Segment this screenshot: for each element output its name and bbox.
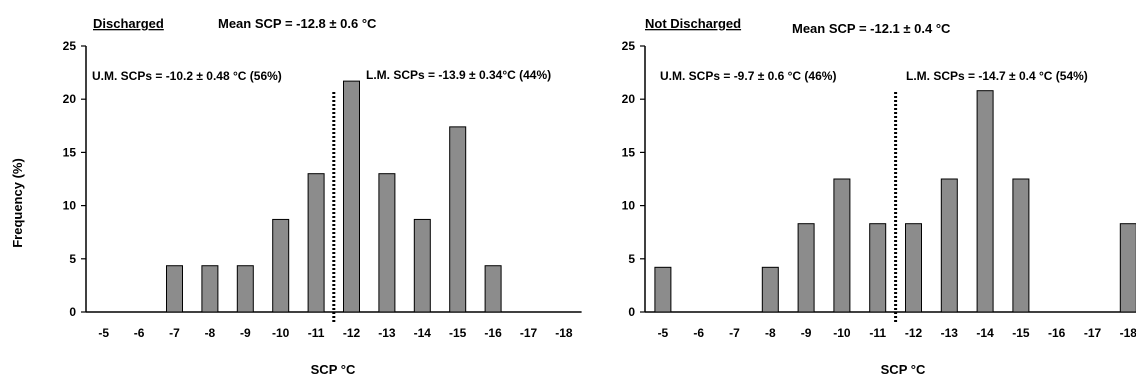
bar: [940, 178, 958, 313]
lm-scp-label: L.M. SCPs = -13.9 ± 0.34°C (44%): [366, 68, 551, 82]
plot-area: 0 5 10 15 20 25 -5 -6 -7 -8 -9 -10 -11 -12 -13 -14 -15 -1…: [622, 39, 1136, 340]
bar: [272, 218, 290, 313]
mean-scp-label: Mean SCP = -12.8 ± 0.6 °C: [218, 16, 377, 31]
bar: [343, 80, 360, 313]
x-tick-label: -10: [272, 326, 290, 340]
lm-scp-label: L.M. SCPs = -14.7 ± 0.4 °C (54%): [906, 69, 1088, 83]
x-tick-label: -11: [308, 326, 325, 340]
y-tick-label: 10: [63, 199, 77, 213]
bar: [378, 173, 396, 313]
y-tick-label: 5: [69, 252, 76, 266]
chart-panel-discharged: Discharged Mean SCP = -12.8 ± 0.6 °C U.M…: [63, 16, 582, 377]
y-tick-label: 15: [63, 145, 77, 159]
y-tick-label: 15: [622, 145, 636, 159]
plot-area: 0 5 10 15 20 25 -5 -6 -7 -8 -9 -10 -11 -12 -13 -14 -15 -1…: [63, 39, 582, 340]
y-tick-label: 25: [63, 39, 77, 53]
x-tick-label: -5: [98, 326, 109, 340]
x-tick-label: -9: [801, 326, 812, 340]
x-tick-label: -13: [378, 326, 396, 340]
y-tick-label: 10: [622, 199, 636, 213]
bar: [307, 173, 325, 313]
bar: [484, 265, 502, 313]
y-tick-label: 20: [63, 92, 77, 106]
x-tick-label: -10: [833, 326, 851, 340]
bar: [236, 265, 254, 313]
x-tick-label: -17: [520, 326, 538, 340]
bar: [449, 126, 467, 313]
x-tick-label: -15: [1012, 326, 1030, 340]
x-tick-label: -16: [1048, 326, 1066, 340]
x-tick-label: -15: [449, 326, 467, 340]
x-tick-label: -5: [658, 326, 669, 340]
x-tick-label: -14: [414, 326, 432, 340]
x-tick-label: -18: [1120, 326, 1136, 340]
y-tick-label: 0: [628, 305, 635, 319]
um-scp-label: U.M. SCPs = -10.2 ± 0.48 °C (56%): [92, 69, 282, 83]
panel-title: Not Discharged: [645, 16, 741, 31]
mean-scp-label: Mean SCP = -12.1 ± 0.4 °C: [792, 21, 951, 36]
bar: [797, 223, 815, 313]
x-tick-label: -13: [941, 326, 959, 340]
x-tick-label: -18: [555, 326, 573, 340]
x-axis-label: SCP °C: [881, 362, 926, 377]
panel-title: Discharged: [93, 16, 164, 31]
bar: [1119, 223, 1136, 313]
x-tick-label: -7: [729, 326, 740, 340]
x-tick-label: -14: [976, 326, 994, 340]
x-tick-label: -17: [1084, 326, 1102, 340]
x-tick-label: -9: [240, 326, 251, 340]
bar: [761, 266, 779, 313]
bar: [869, 223, 887, 313]
bar: [166, 265, 183, 313]
x-tick-label: -8: [205, 326, 216, 340]
x-axis-label: SCP °C: [311, 362, 356, 377]
x-tick-label: -6: [693, 326, 704, 340]
um-scp-label: U.M. SCPs = -9.7 ± 0.6 °C (46%): [660, 69, 836, 83]
chart-panel-not-discharged: Not Discharged Mean SCP = -12.1 ± 0.4 °C…: [622, 16, 1136, 377]
bar: [833, 178, 851, 313]
x-tick-label: -12: [343, 326, 361, 340]
x-tick-label: -12: [905, 326, 923, 340]
x-tick-label: -11: [869, 326, 886, 340]
bar: [201, 265, 219, 313]
y-axis-label: Frequency (%): [10, 158, 25, 248]
y-tick-label: 20: [622, 92, 636, 106]
bar: [1012, 178, 1030, 313]
bar: [413, 218, 431, 313]
bar: [905, 223, 922, 313]
y-tick-label: 25: [622, 39, 636, 53]
x-tick-label: -8: [765, 326, 776, 340]
y-tick-label: 5: [628, 252, 635, 266]
x-tick-label: -7: [169, 326, 180, 340]
x-tick-label: -16: [484, 326, 502, 340]
y-tick-label: 0: [69, 305, 76, 319]
bar: [976, 90, 994, 313]
bar: [654, 266, 672, 313]
x-tick-label: -6: [134, 326, 145, 340]
